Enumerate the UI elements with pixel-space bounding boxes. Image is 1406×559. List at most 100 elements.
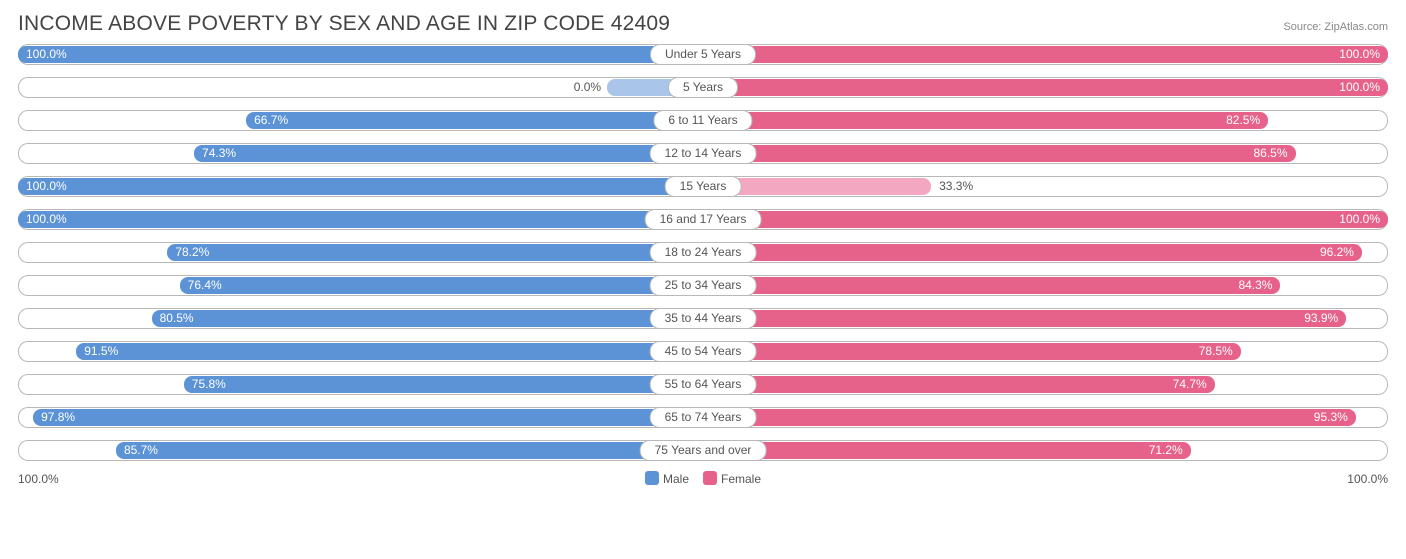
female-value: 82.5% [1226,110,1268,131]
male-swatch-icon [645,471,659,485]
category-label: 45 to 54 Years [650,341,757,362]
chart-row: 91.5% 78.5% 45 to 54 Years [18,341,1388,362]
category-label: Under 5 Years [650,44,756,65]
chart-row: 78.2% 96.2% 18 to 24 Years [18,242,1388,263]
female-bar [703,112,1268,129]
male-half: 75.8% [18,374,703,395]
legend-male-label: Male [663,472,689,486]
male-bar [18,46,703,63]
female-half: 74.7% [703,374,1388,395]
female-value: 84.3% [1238,275,1280,296]
chart-axis: 100.0% Male Female 100.0% [18,471,1388,486]
female-half: 33.3% [703,176,1388,197]
female-half: 100.0% [703,77,1388,98]
male-value: 78.2% [167,242,209,263]
female-bar [703,244,1362,261]
female-value: 78.5% [1199,341,1241,362]
female-half: 96.2% [703,242,1388,263]
male-value: 91.5% [76,341,118,362]
male-bar [33,409,703,426]
female-value: 71.2% [1149,440,1191,461]
male-half: 100.0% [18,176,703,197]
male-value: 100.0% [18,209,67,230]
male-bar [194,145,703,162]
female-bar [703,145,1296,162]
male-bar [246,112,703,129]
female-half: 78.5% [703,341,1388,362]
male-bar [18,178,703,195]
male-half: 100.0% [18,44,703,65]
category-label: 12 to 14 Years [650,143,757,164]
male-value: 85.7% [116,440,158,461]
female-value: 96.2% [1320,242,1362,263]
female-half: 82.5% [703,110,1388,131]
chart-row: 75.8%74.7%55 to 64 Years [18,374,1388,395]
male-half: 78.2% [18,242,703,263]
chart-row: 97.8%95.3%65 to 74 Years [18,407,1388,428]
female-value: 100.0% [1339,77,1388,98]
female-bar [703,409,1356,426]
female-value: 95.3% [1314,407,1356,428]
chart-row: 80.5%93.9%35 to 44 Years [18,308,1388,329]
category-label: 6 to 11 Years [653,110,752,131]
male-value: 97.8% [33,407,75,428]
female-value: 100.0% [1339,209,1388,230]
male-bar [184,376,703,393]
male-half: 0.0% [18,77,703,98]
male-value: 66.7% [246,110,288,131]
female-value: 74.7% [1173,374,1215,395]
chart-row: 100.0% 100.0% 16 and 17 Years [18,209,1388,230]
female-half: 84.3% [703,275,1388,296]
chart-row: 85.7% 71.2% 75 Years and over [18,440,1388,461]
category-label: 16 and 17 Years [645,209,762,230]
male-half: 100.0% [18,209,703,230]
male-value: 75.8% [184,374,226,395]
legend-female: Female [703,471,761,486]
chart-header: INCOME ABOVE POVERTY BY SEX AND AGE IN Z… [18,12,1388,36]
legend-female-label: Female [721,472,761,486]
male-value: 100.0% [18,44,67,65]
female-bar [703,310,1346,327]
female-bar [703,376,1215,393]
male-bar [180,277,703,294]
chart-title: INCOME ABOVE POVERTY BY SEX AND AGE IN Z… [18,12,670,36]
category-label: 15 Years [665,176,742,197]
chart-row: 100.0%100.0%Under 5 Years [18,44,1388,65]
category-label: 18 to 24 Years [650,242,757,263]
category-label: 25 to 34 Years [650,275,757,296]
male-value: 0.0% [574,77,601,98]
female-half: 95.3% [703,407,1388,428]
axis-left-label: 100.0% [18,472,59,486]
chart-row: 66.7% 82.5% 6 to 11 Years [18,110,1388,131]
female-bar [703,442,1191,459]
male-half: 85.7% [18,440,703,461]
chart-rows: 100.0%100.0%Under 5 Years0.0%100.0%5 Yea… [18,44,1388,461]
chart-legend: Male Female [645,471,761,486]
male-value: 74.3% [194,143,236,164]
female-value: 86.5% [1254,143,1296,164]
male-value: 76.4% [180,275,222,296]
male-half: 97.8% [18,407,703,428]
chart-row: 76.4% 84.3% 25 to 34 Years [18,275,1388,296]
female-value: 33.3% [931,176,973,197]
female-swatch-icon [703,471,717,485]
female-half: 86.5% [703,143,1388,164]
chart-container: INCOME ABOVE POVERTY BY SEX AND AGE IN Z… [0,0,1406,496]
male-half: 74.3% [18,143,703,164]
female-bar [703,277,1280,294]
legend-male: Male [645,471,689,486]
female-half: 71.2% [703,440,1388,461]
male-half: 91.5% [18,341,703,362]
chart-source: Source: ZipAtlas.com [1283,21,1388,33]
male-half: 66.7% [18,110,703,131]
female-half: 100.0% [703,209,1388,230]
male-half: 80.5% [18,308,703,329]
female-half: 100.0% [703,44,1388,65]
category-label: 75 Years and over [640,440,767,461]
chart-row: 0.0%100.0%5 Years [18,77,1388,98]
category-label: 35 to 44 Years [650,308,757,329]
female-bar [703,343,1241,360]
male-bar [152,310,703,327]
female-bar [703,211,1388,228]
male-bar [76,343,703,360]
